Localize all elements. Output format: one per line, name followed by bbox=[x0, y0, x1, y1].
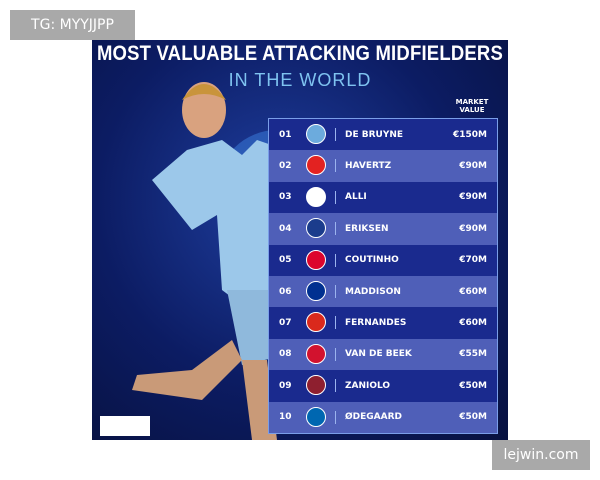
poster: MOST VALUABLE ATTACKING MIDFIELDERS IN T… bbox=[92, 40, 508, 440]
player-name: FERNANDES bbox=[345, 318, 407, 329]
rank: 08 bbox=[279, 349, 292, 360]
subtitle: IN THE WORLD bbox=[228, 70, 372, 90]
player-name: MADDISON bbox=[345, 286, 401, 297]
rank: 01 bbox=[279, 129, 292, 140]
club-logo bbox=[306, 218, 326, 239]
market-value: €150M bbox=[452, 129, 487, 140]
separator bbox=[335, 222, 336, 236]
club-logo bbox=[306, 343, 326, 364]
table-row: 08 VAN DE BEEK €55M bbox=[269, 338, 497, 371]
separator bbox=[335, 128, 336, 141]
table-row: 09 ZANIOLO €50M bbox=[269, 370, 497, 402]
rank: 07 bbox=[279, 318, 292, 329]
market-value: €90M bbox=[459, 161, 487, 172]
separator bbox=[335, 379, 336, 393]
separator bbox=[335, 347, 336, 361]
player-name: ØDEGAARD bbox=[345, 412, 402, 423]
club-logo bbox=[306, 124, 326, 144]
club-logo bbox=[306, 155, 326, 176]
player-name: DE BRUYNE bbox=[345, 129, 404, 140]
rank: 10 bbox=[279, 412, 292, 423]
table-row: 10 ØDEGAARD €50M bbox=[269, 401, 497, 433]
market-value: €50M bbox=[459, 412, 487, 423]
column-header: MARKET VALUE bbox=[455, 98, 489, 114]
club-logo bbox=[306, 406, 326, 427]
head bbox=[182, 82, 226, 138]
club-logo bbox=[306, 375, 326, 396]
separator bbox=[335, 410, 336, 424]
rank: 06 bbox=[279, 286, 292, 297]
brand-logo bbox=[100, 416, 150, 436]
footer-watermark: lejwin.com bbox=[492, 440, 590, 470]
rank: 05 bbox=[279, 255, 292, 266]
separator bbox=[335, 159, 336, 173]
table-row: 04 ERIKSEN €90M bbox=[269, 213, 497, 245]
legs bbox=[132, 340, 277, 440]
table-row: 07 FERNANDES €60M bbox=[269, 307, 497, 339]
table-row: 03 ALLI €90M bbox=[269, 181, 497, 214]
market-value: €55M bbox=[459, 349, 487, 360]
market-value: €60M bbox=[459, 286, 487, 297]
market-value: €60M bbox=[459, 318, 487, 329]
hair bbox=[182, 84, 226, 100]
player-name: HAVERTZ bbox=[345, 161, 392, 172]
player-name: VAN DE BEEK bbox=[345, 349, 412, 360]
club-logo bbox=[306, 281, 326, 301]
player-name: ALLI bbox=[345, 192, 367, 203]
player-name: ZANIOLO bbox=[345, 380, 391, 391]
market-value: €90M bbox=[459, 192, 487, 203]
market-value: €90M bbox=[459, 223, 487, 234]
player-name: COUTINHO bbox=[345, 255, 399, 266]
club-logo bbox=[306, 186, 326, 207]
title: MOST VALUABLE ATTACKING MIDFIELDERS bbox=[96, 40, 504, 65]
player-name: ERIKSEN bbox=[345, 223, 389, 234]
table-row: 05 COUTINHO €70M bbox=[269, 244, 497, 276]
separator bbox=[335, 253, 336, 267]
ranking-table: 01 DE BRUYNE €150M 02 HAVERTZ €90M 03 ALLI €90M 0… bbox=[268, 118, 498, 434]
table-row: 01 DE BRUYNE €150M bbox=[269, 119, 497, 151]
separator bbox=[335, 285, 336, 298]
rank: 03 bbox=[279, 192, 292, 203]
club-logo bbox=[306, 249, 326, 270]
separator bbox=[335, 316, 336, 330]
rank: 02 bbox=[279, 161, 292, 172]
watermark: TG: MYYJJPP bbox=[10, 10, 135, 40]
rank: 04 bbox=[279, 223, 292, 234]
market-value: €50M bbox=[459, 380, 487, 391]
club-logo bbox=[306, 312, 326, 333]
separator bbox=[335, 190, 336, 204]
table-row: 02 HAVERTZ €90M bbox=[269, 150, 497, 182]
market-value: €70M bbox=[459, 255, 487, 266]
table-row: 06 MADDISON €60M bbox=[269, 276, 497, 308]
rank: 09 bbox=[279, 380, 292, 391]
